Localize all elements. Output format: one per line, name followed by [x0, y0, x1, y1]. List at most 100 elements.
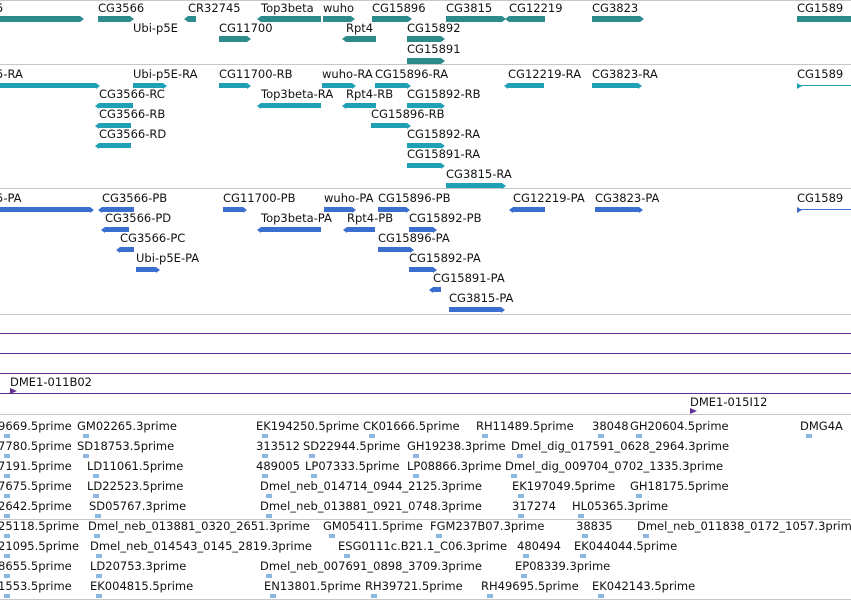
cds-feature[interactable]	[102, 207, 134, 212]
est-feature[interactable]	[4, 574, 10, 578]
transcript-feature[interactable]	[99, 143, 131, 148]
transcript-feature[interactable]	[133, 83, 163, 88]
transcript-feature[interactable]	[219, 83, 247, 88]
est-feature[interactable]	[94, 534, 100, 538]
cds-feature[interactable]	[433, 287, 441, 292]
gene-feature[interactable]	[446, 16, 502, 22]
est-feature[interactable]	[4, 534, 10, 538]
est-feature[interactable]	[4, 514, 10, 518]
est-feature[interactable]	[262, 434, 268, 438]
est-feature[interactable]	[270, 594, 276, 598]
est-feature[interactable]	[4, 554, 10, 558]
est-feature[interactable]	[266, 494, 272, 498]
est-feature[interactable]	[436, 534, 442, 538]
cds-feature[interactable]	[324, 207, 352, 212]
transcript-feature[interactable]	[346, 103, 376, 108]
cds-feature[interactable]	[105, 227, 129, 232]
transcript-feature[interactable]	[407, 163, 441, 168]
est-feature[interactable]	[523, 554, 529, 558]
est-feature[interactable]	[487, 594, 493, 598]
est-feature[interactable]	[582, 534, 588, 538]
est-feature[interactable]	[371, 594, 377, 598]
gene-feature[interactable]	[407, 58, 441, 64]
cds-feature[interactable]	[409, 227, 433, 232]
est-feature[interactable]	[4, 474, 10, 478]
cds-feature[interactable]	[513, 207, 545, 212]
cds-feature[interactable]	[378, 207, 406, 212]
est-feature[interactable]	[4, 434, 10, 438]
transcript-feature[interactable]	[99, 103, 133, 108]
gene-feature[interactable]	[372, 16, 408, 22]
cds-feature[interactable]	[797, 209, 851, 210]
gene-feature[interactable]	[0, 16, 80, 22]
est-feature[interactable]	[311, 474, 317, 478]
cds-feature[interactable]	[223, 207, 243, 212]
est-feature[interactable]	[262, 454, 268, 458]
est-feature[interactable]	[578, 514, 584, 518]
est-feature[interactable]	[636, 434, 642, 438]
transcript-feature[interactable]	[375, 83, 407, 88]
gene-feature[interactable]	[509, 16, 545, 22]
transcript-feature[interactable]	[261, 103, 321, 108]
transcript-feature[interactable]	[322, 83, 352, 88]
est-feature[interactable]	[413, 474, 419, 478]
est-feature[interactable]	[521, 574, 527, 578]
transcript-feature[interactable]	[797, 85, 851, 86]
transcript-feature[interactable]	[407, 143, 441, 148]
est-feature[interactable]	[598, 434, 604, 438]
est-feature[interactable]	[96, 574, 102, 578]
gene-feature[interactable]	[219, 36, 247, 42]
est-feature[interactable]	[598, 594, 604, 598]
cds-feature[interactable]	[0, 207, 90, 212]
est-feature[interactable]	[518, 514, 524, 518]
transcript-feature[interactable]	[446, 183, 502, 188]
est-feature[interactable]	[344, 554, 350, 558]
gene-feature[interactable]	[407, 36, 441, 42]
est-feature[interactable]	[517, 454, 523, 458]
clone-marker-icon[interactable]	[10, 388, 17, 394]
gene-feature[interactable]	[346, 36, 376, 42]
est-feature[interactable]	[266, 514, 272, 518]
est-feature[interactable]	[4, 594, 10, 598]
gene-feature[interactable]	[261, 16, 321, 22]
est-feature[interactable]	[83, 454, 89, 458]
transcript-feature[interactable]	[99, 123, 131, 128]
transcript-feature[interactable]	[508, 83, 544, 88]
est-feature[interactable]	[266, 574, 272, 578]
est-feature[interactable]	[4, 494, 10, 498]
est-feature[interactable]	[413, 454, 419, 458]
est-feature[interactable]	[643, 534, 649, 538]
est-feature[interactable]	[83, 434, 89, 438]
cds-feature[interactable]	[120, 247, 134, 252]
cds-feature[interactable]	[261, 227, 321, 232]
clone-marker-icon[interactable]	[690, 408, 697, 414]
est-feature[interactable]	[93, 474, 99, 478]
est-feature[interactable]	[4, 454, 10, 458]
est-feature[interactable]	[636, 494, 642, 498]
est-feature[interactable]	[806, 434, 812, 438]
transcript-feature[interactable]	[592, 83, 638, 88]
cds-feature[interactable]	[449, 307, 501, 312]
cds-feature[interactable]	[595, 207, 639, 212]
gene-feature[interactable]	[592, 16, 640, 22]
est-feature[interactable]	[95, 514, 101, 518]
gene-feature[interactable]	[323, 16, 351, 22]
est-feature[interactable]	[369, 434, 375, 438]
est-feature[interactable]	[96, 554, 102, 558]
cds-feature[interactable]	[409, 267, 433, 272]
gene-feature[interactable]	[797, 16, 851, 22]
gene-feature[interactable]	[188, 16, 196, 22]
est-feature[interactable]	[262, 474, 268, 478]
est-feature[interactable]	[329, 534, 335, 538]
est-feature[interactable]	[580, 554, 586, 558]
est-feature[interactable]	[96, 594, 102, 598]
est-feature[interactable]	[93, 494, 99, 498]
cds-feature[interactable]	[136, 267, 156, 272]
cds-feature[interactable]	[347, 227, 375, 232]
transcript-feature[interactable]	[371, 123, 407, 128]
transcript-feature[interactable]	[0, 83, 96, 88]
est-feature[interactable]	[482, 434, 488, 438]
cds-feature[interactable]	[378, 247, 410, 252]
est-feature[interactable]	[511, 474, 517, 478]
